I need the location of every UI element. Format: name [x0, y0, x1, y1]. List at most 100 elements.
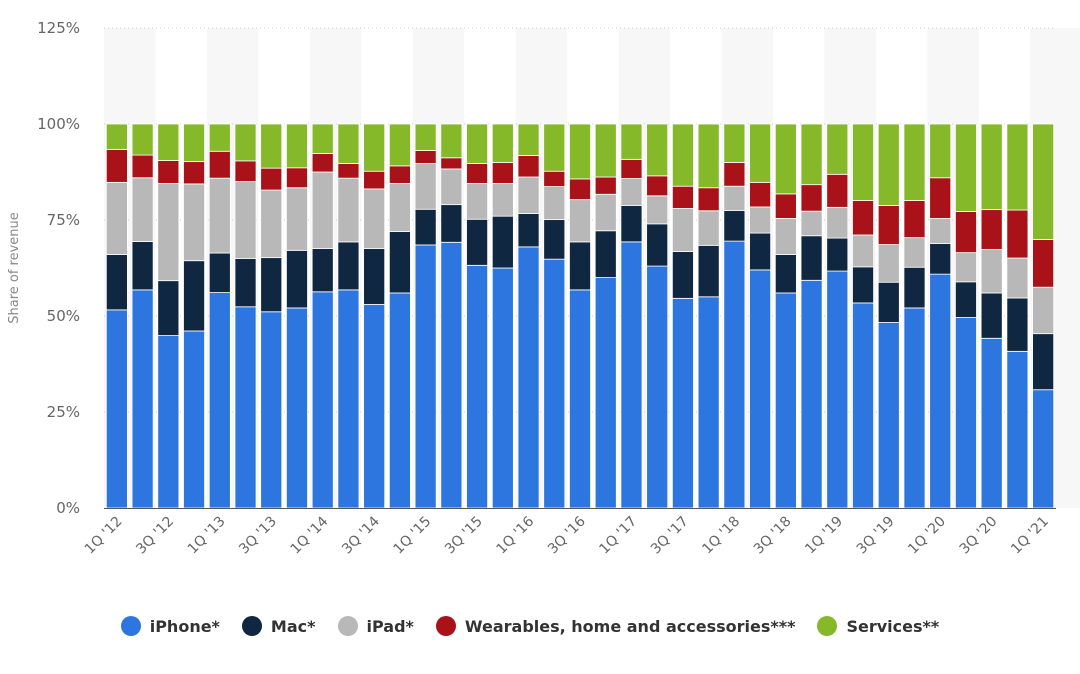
legend-marker: [241, 616, 262, 636]
legend-label: iPad*: [366, 616, 414, 636]
bar-segment-services: [826, 123, 849, 175]
bar-segment-services: [517, 123, 540, 156]
bar-segment-ipad: [466, 183, 489, 220]
bar-segment-ipad: [954, 252, 977, 283]
bar-segment-ipad: [749, 206, 772, 234]
y-tick-label: 100%: [37, 115, 80, 133]
legend-item[interactable]: iPad*: [337, 616, 414, 636]
bar-segment-services: [286, 123, 308, 169]
bar-segment-mac: [260, 257, 283, 313]
bar-segment-ipad: [826, 206, 849, 239]
bar-segment-wearables-home-and-accessories: [594, 176, 617, 195]
bar-segment-mac: [569, 241, 591, 291]
bar-segment-mac: [491, 215, 514, 269]
bar-segment-services: [208, 123, 231, 152]
x-tick-label: 3Q '17: [648, 514, 692, 558]
bar-segment-services: [903, 123, 926, 201]
bar-segment-ipad: [774, 218, 797, 255]
bar-segment-iphone: [774, 292, 797, 509]
bar-segment-services: [337, 123, 360, 164]
bar-segment-iphone: [671, 297, 694, 509]
bar-segment-mac: [466, 218, 489, 266]
bar-segment-mac: [800, 235, 823, 281]
bar-segment-ipad: [260, 189, 283, 259]
bar-segment-mac: [774, 254, 797, 294]
bar-segment-wearables-home-and-accessories: [363, 170, 386, 190]
bar-segment-mac: [311, 248, 334, 293]
legend-item[interactable]: Services**: [817, 616, 939, 636]
bar-segment-ipad: [852, 234, 874, 268]
legend: iPhone* Mac* iPad* Wearables, home and acce…: [0, 616, 1060, 636]
bar-segment-iphone: [311, 291, 334, 509]
bar-segment-ipad: [105, 181, 128, 255]
bar-segment-ipad: [929, 218, 952, 244]
bar-segment-services: [980, 123, 1003, 211]
x-tick-label: 3Q '15: [442, 514, 486, 558]
bar-segment-iphone: [337, 289, 360, 509]
bar-segment-services: [260, 123, 283, 169]
bar-segment-mac: [954, 281, 977, 318]
bar-segment-ipad: [1006, 257, 1029, 299]
bar-segment-mac: [749, 232, 772, 271]
legend-item[interactable]: iPhone*: [120, 616, 220, 636]
bar-segment-services: [671, 123, 694, 187]
bar-segment-mac: [1006, 297, 1029, 352]
legend-item[interactable]: Mac*: [241, 616, 316, 636]
bar-segment-ipad: [414, 163, 437, 210]
bar-segment-ipad: [131, 177, 154, 242]
bar-segment-wearables-home-and-accessories: [954, 211, 977, 254]
bar-segment-iphone: [131, 289, 154, 509]
bar-segment-services: [234, 123, 257, 162]
bar-segment-services: [363, 123, 386, 172]
bar-segment-services: [157, 123, 180, 161]
bar-segment-ipad: [594, 193, 617, 232]
bar-segment-mac: [183, 260, 206, 332]
bar-segment-iphone: [852, 302, 874, 509]
x-tick-label: 3Q '20: [957, 514, 1001, 558]
bar-segment-mac: [852, 266, 874, 304]
bar-segment-mac: [105, 254, 128, 311]
bar-segment-services: [440, 123, 463, 159]
bar-segment-ipad: [517, 176, 540, 214]
bar-segment-mac: [594, 230, 617, 278]
bar-segment-ipad: [903, 237, 926, 268]
bar-segment-iphone: [440, 241, 463, 509]
bar-segment-wearables-home-and-accessories: [337, 163, 360, 179]
bar-segment-iphone: [517, 246, 540, 509]
bar-segment-mac: [697, 244, 720, 298]
x-tick-label: 3Q '16: [545, 513, 589, 557]
bar-segment-mac: [723, 209, 746, 242]
bar-segment-services: [620, 123, 643, 160]
bar-segment-services: [877, 123, 900, 206]
y-tick-label: 75%: [47, 211, 80, 229]
bar-segment-mac: [286, 249, 308, 309]
bar-segment-iphone: [594, 277, 617, 509]
legend-marker: [435, 616, 456, 636]
bar-segment-services: [954, 123, 977, 212]
bar-segment-wearables-home-and-accessories: [517, 155, 540, 178]
y-tick-label: 50%: [47, 307, 80, 325]
bar-segment-ipad: [363, 188, 386, 249]
legend-marker: [120, 616, 141, 636]
bar-segment-mac: [337, 241, 360, 291]
bar-segment-iphone: [826, 270, 849, 509]
bar-segment-wearables-home-and-accessories: [569, 178, 591, 201]
bar-segment-services: [491, 123, 514, 163]
x-axis-ticks: 1Q '12 3Q '12 1Q '13 3Q '13 1Q '14 3Q '14 1Q '…: [82, 513, 1052, 557]
x-tick-label: 3Q '18: [751, 514, 795, 558]
bar-segment-mac: [363, 248, 386, 305]
bar-segment-ipad: [337, 177, 360, 243]
y-axis-label: Share of revenue: [7, 212, 22, 324]
bar-segment-ipad: [671, 208, 694, 252]
y-tick-label: 0%: [56, 499, 80, 517]
bar-segment-mac: [620, 205, 643, 243]
bar-segment-iphone: [569, 289, 591, 509]
bar-segment-services: [569, 123, 591, 180]
x-tick-label: 1Q '14: [288, 513, 332, 557]
bar-segment-wearables-home-and-accessories: [929, 177, 952, 219]
legend-item[interactable]: Wearables, home and accessories***: [435, 616, 795, 636]
bar-segment-ipad: [440, 168, 463, 206]
bar-segment-ipad: [311, 171, 334, 249]
bar-segment-services: [697, 123, 720, 189]
bar-segment-services: [311, 123, 334, 154]
